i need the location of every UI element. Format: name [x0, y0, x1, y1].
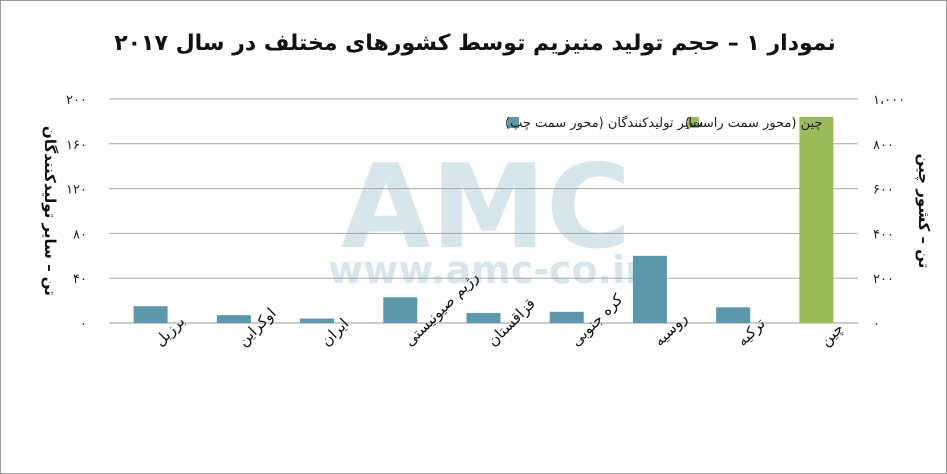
watermark-logo: AMC	[341, 140, 631, 275]
right-axis-ticks: ۰ ۲۰۰ ۴۰۰ ۶۰۰ ۸۰۰ ۱،۰۰۰	[873, 93, 905, 332]
legend-label-china: چین (محور سمت راست)	[685, 116, 822, 131]
bar	[549, 311, 584, 323]
left-axis-ticks: ۰ ۴۰ ۸۰ ۱۲۰ ۱۶۰ ۲۰۰	[66, 93, 87, 332]
right-tick-label: ۰	[873, 317, 880, 332]
bar	[632, 255, 667, 323]
right-tick-label: ۴۰۰	[873, 227, 894, 242]
bar	[216, 315, 251, 323]
category-label: اوکراین	[234, 304, 280, 350]
bar	[133, 306, 168, 323]
watermark-url: www.amc-co.ir	[328, 248, 644, 292]
legend-label-others: سایر تولیدکنندگان (محور سمت چپ)	[505, 115, 703, 131]
bar	[716, 307, 751, 323]
left-tick-label: ۱۲۰	[66, 183, 87, 198]
bar	[383, 297, 418, 323]
legend-swatch-others	[508, 117, 519, 128]
bars	[133, 116, 834, 323]
left-tick-label: ۱۶۰	[66, 138, 87, 153]
left-tick-label: ۲۰۰	[66, 93, 87, 108]
chart-title: نمودار ۱ – حجم تولید منیزیم توسط کشورهای…	[114, 31, 836, 56]
right-tick-label: ۱،۰۰۰	[873, 93, 905, 108]
left-tick-label: ۴۰	[73, 272, 87, 287]
legend-swatch-china	[688, 117, 699, 128]
legend: چین (محور سمت راست) سایر تولیدکنندگان (م…	[505, 115, 822, 131]
left-tick-label: ۰	[80, 317, 87, 332]
right-tick-label: ۶۰۰	[873, 183, 894, 198]
right-tick-label: ۲۰۰	[873, 272, 894, 287]
watermark: AMC www.amc-co.ir	[328, 140, 644, 292]
bar	[466, 312, 501, 323]
category-label: چین	[816, 319, 847, 350]
bar	[799, 116, 834, 323]
right-axis-title: تن – کشور چین	[914, 154, 933, 269]
left-axis-title: تن – سایر تولیدکنندگان	[41, 126, 59, 296]
right-tick-label: ۸۰۰	[873, 138, 894, 153]
bar	[300, 318, 335, 323]
left-tick-label: ۸۰	[73, 227, 87, 242]
